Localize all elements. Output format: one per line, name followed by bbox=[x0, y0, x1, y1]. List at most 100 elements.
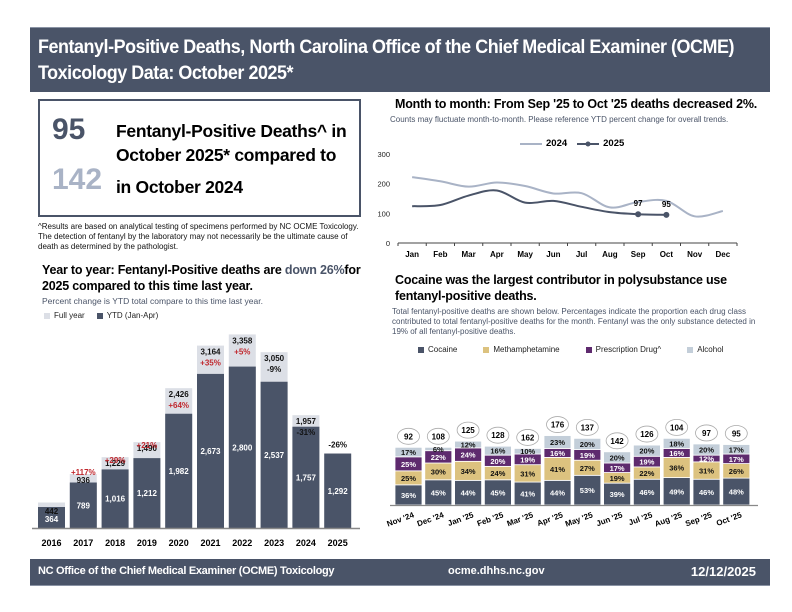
polysubstance-legend: Cocaine Methamphetamine Prescription Dru… bbox=[418, 345, 723, 354]
bar-segment-alcohol bbox=[513, 448, 542, 455]
legend-label: Full year bbox=[54, 311, 85, 320]
data-point-marker bbox=[635, 211, 642, 218]
segment-pct-label: 44% bbox=[461, 489, 476, 498]
total-label: 142 bbox=[610, 437, 624, 446]
x-tick-label: Dec '24 bbox=[416, 510, 446, 528]
legend-line-2025 bbox=[577, 141, 600, 146]
segment-pct-label: 19% bbox=[580, 451, 595, 460]
segment-pct-label: 16% bbox=[490, 447, 505, 456]
bar-segment-alcohol bbox=[394, 446, 423, 458]
bar-segment-alcohol bbox=[573, 437, 602, 450]
segment-pct-label: 44% bbox=[550, 489, 565, 498]
segment-pct-label: 12% bbox=[699, 455, 714, 464]
segment-pct-label: 24% bbox=[490, 469, 505, 478]
segment-pct-label: 23% bbox=[550, 438, 565, 447]
x-tick-label: May bbox=[517, 250, 533, 259]
bar-segment-alcohol bbox=[484, 445, 512, 456]
x-tick-label: Mar bbox=[462, 250, 476, 259]
segment-pct-label: 20% bbox=[699, 446, 714, 455]
y-tick-label: 300 bbox=[377, 150, 390, 159]
y-tick-label: 200 bbox=[377, 180, 390, 189]
annual-legend: Full year YTD (Jan-Apr) bbox=[44, 311, 158, 320]
segment-pct-label: 20% bbox=[490, 457, 505, 466]
year-to-year-subtitle: Percent change is YTD total compare to t… bbox=[42, 296, 263, 306]
bar-segment-alcohol bbox=[632, 444, 661, 457]
total-bubble bbox=[605, 432, 629, 450]
ytd-value-label: 2,537 bbox=[264, 451, 285, 460]
legend-swatch bbox=[687, 346, 694, 353]
x-tick-label: Nov '24 bbox=[386, 510, 416, 528]
segment-pct-label: 41% bbox=[550, 465, 565, 474]
total-bubble bbox=[486, 426, 510, 444]
total-bubble bbox=[575, 418, 599, 436]
monthly-line-chart: 0 100 200 300 Jan Feb Mar Apr May Jun Jul Aug Sep Oct… bbox=[377, 150, 738, 259]
footer-website-link[interactable]: ocme.dhhs.nc.gov bbox=[448, 565, 545, 577]
x-tick-label: Feb bbox=[433, 250, 447, 259]
segment-pct-label: 16% bbox=[550, 449, 565, 458]
x-tick-label: 2022 bbox=[232, 538, 252, 548]
legend-label: YTD (Jan-Apr) bbox=[106, 311, 159, 320]
data-point-marker bbox=[663, 211, 670, 218]
segment-pct-label: 46% bbox=[639, 488, 654, 497]
legend-line-2024 bbox=[520, 142, 542, 145]
segment-pct-label: 46% bbox=[699, 488, 714, 497]
segment-pct-label: 17% bbox=[401, 448, 416, 457]
x-tick-label: 2018 bbox=[105, 538, 125, 548]
total-label: 176 bbox=[551, 421, 565, 430]
footer-banner: NC Office of the Chief Medical Examiner … bbox=[30, 559, 770, 586]
segment-pct-label: 22% bbox=[639, 469, 654, 478]
x-tick-label: Aug '25 bbox=[653, 510, 683, 528]
pct-change-label: +21% bbox=[137, 441, 158, 450]
annual-bar-chart: 20163644422017789936+117%20181,0161,229+… bbox=[32, 334, 360, 548]
kpi-current-value: 95 bbox=[52, 113, 86, 146]
kpi-card: 95 Fentanyl-Positive Deaths^ in October … bbox=[38, 99, 361, 217]
month-to-month-subtitle: Counts may fluctuate month-to-month. Ple… bbox=[390, 115, 729, 124]
segment-pct-label: 36% bbox=[401, 491, 416, 500]
bar-segment-cocaine bbox=[722, 477, 751, 506]
total-label: 125 bbox=[461, 426, 475, 435]
legend-item-ytd: YTD (Jan-Apr) bbox=[96, 311, 159, 320]
segment-pct-label: 19% bbox=[520, 455, 535, 464]
legend-label: Alcohol bbox=[697, 345, 724, 354]
segment-pct-label: 6% bbox=[433, 445, 444, 454]
x-tick-label: Oct '25 bbox=[715, 510, 743, 528]
bar-segment-alcohol bbox=[424, 446, 453, 452]
x-tick-label: Jul bbox=[576, 250, 588, 259]
x-tick-label: May '25 bbox=[564, 510, 594, 528]
legend-item-full-year: Full year bbox=[44, 311, 85, 320]
segment-pct-label: 19% bbox=[639, 458, 654, 467]
ytd-value-label: 1,016 bbox=[105, 495, 126, 504]
pct-change-label: +5% bbox=[234, 347, 250, 356]
y-tick-label: 100 bbox=[377, 209, 390, 218]
legend-label: Prescription Drug^ bbox=[595, 345, 662, 354]
total-label: 128 bbox=[491, 431, 505, 440]
pct-change-label: -26% bbox=[328, 441, 347, 450]
segment-pct-label: 25% bbox=[401, 474, 416, 483]
ytd-value-label: 1,982 bbox=[169, 467, 190, 476]
total-bubble bbox=[724, 425, 748, 442]
monthly-legend: 2024 2025 bbox=[520, 138, 624, 149]
segment-pct-label: 20% bbox=[639, 447, 654, 456]
legend-swatch bbox=[418, 346, 424, 353]
segment-pct-label: 31% bbox=[699, 467, 714, 476]
segment-pct-label: 20% bbox=[580, 440, 595, 449]
x-tick-label: 2016 bbox=[41, 538, 61, 548]
segment-pct-label: 30% bbox=[431, 467, 446, 476]
bar-ytd bbox=[133, 458, 161, 528]
segment-pct-label: 18% bbox=[669, 439, 684, 448]
pct-change-label: +64% bbox=[168, 401, 189, 410]
segment-pct-label: 39% bbox=[610, 490, 625, 499]
legend-item-alcohol: Alcohol bbox=[687, 345, 723, 354]
segment-pct-label: 16% bbox=[669, 449, 684, 458]
pct-change-label: -31% bbox=[297, 428, 316, 437]
segment-pct-label: 53% bbox=[580, 486, 595, 495]
bar-ytd bbox=[101, 469, 129, 528]
segment-pct-label: 12% bbox=[461, 441, 476, 450]
total-label: 104 bbox=[670, 423, 684, 432]
total-label: 92 bbox=[404, 432, 413, 441]
pct-change-label: +29% bbox=[105, 456, 126, 465]
total-label: 126 bbox=[640, 430, 654, 439]
bar-segment-cocaine bbox=[424, 479, 453, 506]
x-tick-label: 2017 bbox=[73, 538, 93, 548]
data-label: 95 bbox=[662, 200, 671, 209]
